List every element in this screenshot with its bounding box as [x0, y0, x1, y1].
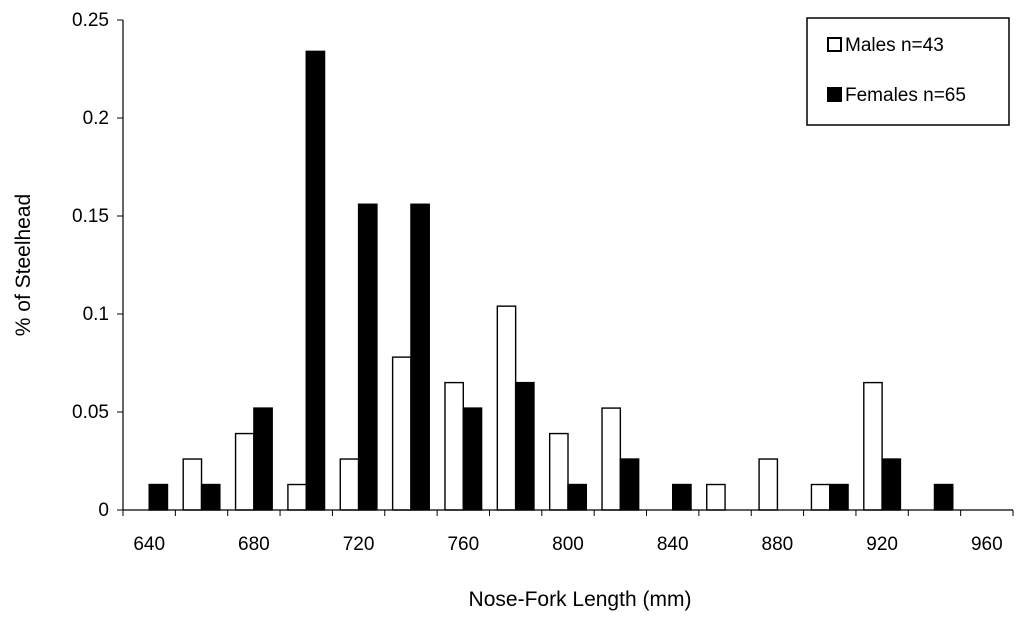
bar-males — [287, 483, 307, 511]
bar-females — [567, 483, 588, 511]
bar-males — [706, 483, 726, 511]
bar-females — [881, 458, 902, 511]
x-tick-label: 640 — [133, 534, 165, 555]
legend-label-males: Males n=43 — [845, 35, 944, 56]
bar-females — [514, 381, 535, 511]
legend-swatch-males — [827, 37, 842, 52]
bar-males — [810, 483, 831, 511]
x-tick-label: 680 — [238, 534, 270, 555]
y-axis-title: % of Steelhead — [12, 194, 35, 336]
x-tick-label: 960 — [971, 534, 1003, 555]
bar-males — [444, 381, 464, 511]
legend: Males n=43 Females n=65 — [806, 17, 1010, 126]
y-tick-label: 0.2 — [83, 108, 109, 129]
y-tick-label: 0.1 — [83, 304, 109, 325]
bar-females — [357, 203, 378, 511]
y-tick-label: 0.05 — [72, 402, 109, 423]
x-axis-title: Nose-Fork Length (mm) — [469, 588, 692, 611]
legend-box — [806, 17, 1010, 126]
bar-males — [548, 432, 569, 511]
y-tick-label: 0.15 — [72, 206, 109, 227]
bar-males — [339, 458, 360, 511]
bar-females — [829, 483, 849, 511]
bar-males — [758, 458, 779, 511]
bar-females — [410, 203, 430, 511]
bar-males — [182, 458, 203, 511]
legend-swatch-females — [827, 87, 842, 102]
bar-males — [601, 407, 622, 511]
x-tick-label: 920 — [866, 534, 898, 555]
y-tick-label: 0 — [98, 500, 109, 521]
bar-males — [863, 381, 883, 511]
x-tick-label: 880 — [762, 534, 794, 555]
plot-area: 0 0.05 0.1 0.15 0.2 0.25 640 680 720 760 800 840 880… — [72, 10, 1014, 555]
bar-females — [933, 483, 954, 511]
bar-females — [200, 483, 221, 511]
bar-females — [462, 407, 483, 511]
x-tick-label: 760 — [447, 534, 479, 555]
bar-males — [391, 356, 412, 511]
x-tick-label: 720 — [343, 534, 375, 555]
bar-males — [234, 432, 255, 511]
x-tick-label: 800 — [552, 534, 584, 555]
y-tick-label: 0.25 — [72, 10, 109, 31]
x-tick-label: 840 — [657, 534, 689, 555]
bar-females — [148, 483, 169, 511]
bar-males — [496, 305, 517, 511]
bar-females — [619, 458, 640, 511]
bar-females — [253, 407, 273, 511]
bar-females — [672, 483, 692, 511]
legend-label-females: Females n=65 — [845, 85, 966, 106]
bar-females — [305, 50, 326, 511]
